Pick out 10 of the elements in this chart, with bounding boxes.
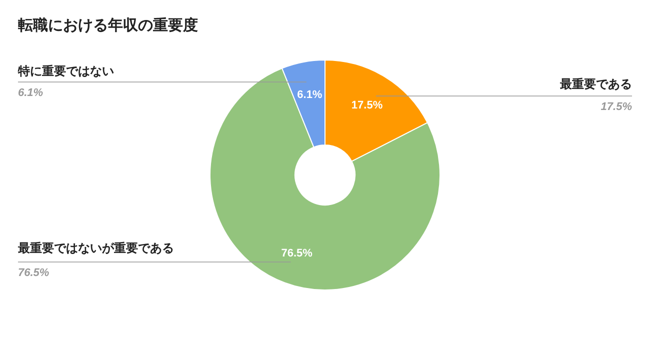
slice-label: 特に重要ではない <box>17 64 114 78</box>
data-label: 76.5% <box>281 247 313 260</box>
text: 17.5% <box>600 101 632 113</box>
text: 6.1% <box>18 87 44 99</box>
data-label: 17.5% <box>351 100 383 112</box>
slice-label: 最重要である <box>559 77 632 91</box>
text: 76.5% <box>18 267 50 279</box>
chart-title: 転職における年収の重要度 <box>18 16 198 34</box>
data-label: 6.1% <box>297 89 322 102</box>
slice-label: 最重要ではないが重要である <box>17 241 174 255</box>
